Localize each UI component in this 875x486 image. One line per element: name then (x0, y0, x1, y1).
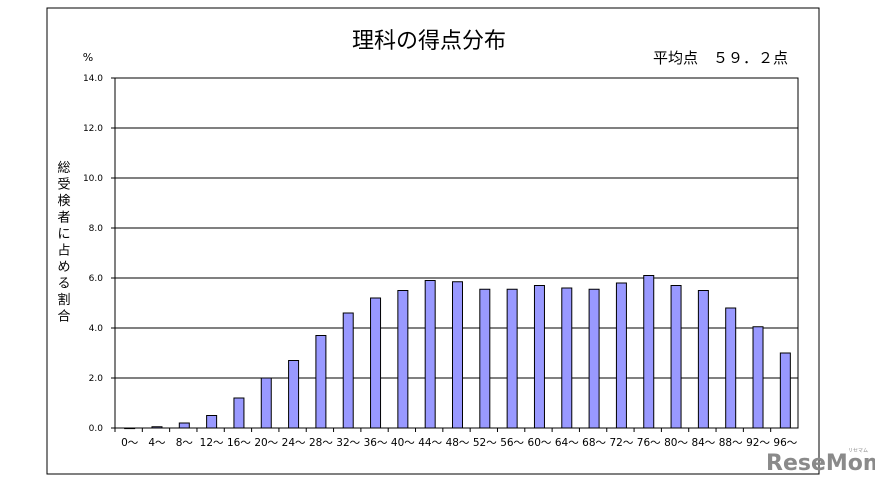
x-tick-label: 4～ (148, 437, 166, 449)
x-tick-label: 12～ (200, 437, 224, 449)
x-tick-label: 76～ (637, 437, 661, 449)
x-tick-label: 48～ (446, 437, 470, 449)
bars (124, 275, 791, 430)
x-tick-label: 28～ (309, 437, 333, 449)
y-axis-label: 総受検者に占める割合 (57, 161, 70, 325)
x-tick-label: 8～ (176, 437, 194, 449)
x-tick-label: 36～ (364, 437, 388, 449)
x-tick-label: 84～ (691, 437, 715, 449)
bar (506, 288, 518, 429)
bar (479, 288, 491, 429)
y-tick-label: 10.0 (83, 174, 103, 184)
x-tick-label: 64～ (555, 437, 579, 449)
x-tick-label: 60～ (528, 437, 552, 449)
y-tick-label: 6.0 (89, 274, 104, 284)
bar (752, 326, 764, 429)
bar (697, 290, 709, 429)
x-tick-label: 92～ (746, 437, 770, 449)
y-tick-label: 14.0 (83, 74, 103, 84)
bar (424, 280, 436, 429)
bar (670, 285, 682, 429)
y-tick-label: 0.0 (89, 424, 104, 434)
watermark-logo: ReseMom (766, 451, 875, 476)
bar (288, 360, 300, 429)
y-tick-label: 8.0 (89, 224, 104, 234)
x-tick-label: 80～ (664, 437, 688, 449)
bar (452, 281, 463, 429)
bar (725, 307, 737, 429)
x-tick-label: 0～ (121, 437, 139, 449)
y-tick-label: 4.0 (89, 324, 104, 334)
x-tick-label: 96～ (773, 437, 797, 449)
y-tick-label: 2.0 (89, 374, 104, 384)
bar (206, 415, 218, 429)
bar (779, 352, 791, 429)
x-tick-label: 52～ (473, 437, 497, 449)
bar (124, 427, 136, 430)
y-ticks: 0.0 2.0 4.0 6.0 8.0 10.0 12.0 14.0 (83, 74, 115, 434)
bar (315, 335, 327, 429)
bar (370, 297, 382, 429)
average-score: 平均点 ５９．２点 (653, 49, 788, 67)
bar (260, 377, 272, 429)
bar (533, 285, 545, 429)
x-tick-label: 88～ (719, 437, 743, 449)
x-tick-label: 16～ (227, 437, 251, 449)
x-tick-label: 68～ (582, 437, 606, 449)
x-tick-label: 20～ (254, 437, 278, 449)
bar (643, 275, 655, 429)
y-tick-label: 12.0 (83, 124, 103, 134)
bar (615, 282, 627, 429)
bar (233, 397, 245, 429)
x-tick-label: 72～ (609, 437, 633, 449)
bar (588, 288, 600, 429)
chart-title: 理科の得点分布 (352, 29, 506, 54)
x-ticks: 0～ 4～ 8～ 12～ 16～ 20～ 24～ 28～ 32～ 36～ 40～ 44～ 48～ 52～ 5… (114, 428, 798, 449)
x-tick-label: 24～ (282, 437, 306, 449)
bar (151, 426, 163, 429)
bar (561, 287, 573, 429)
x-tick-label: 40～ (391, 437, 415, 449)
x-tick-label: 44～ (418, 437, 442, 449)
bar (342, 312, 354, 429)
y-unit: % (83, 51, 93, 64)
x-tick-label: 32～ (336, 437, 360, 449)
bar (397, 290, 409, 429)
x-tick-label: 56～ (500, 437, 524, 449)
watermark-small: リセマム (848, 448, 868, 454)
bar (178, 422, 190, 429)
